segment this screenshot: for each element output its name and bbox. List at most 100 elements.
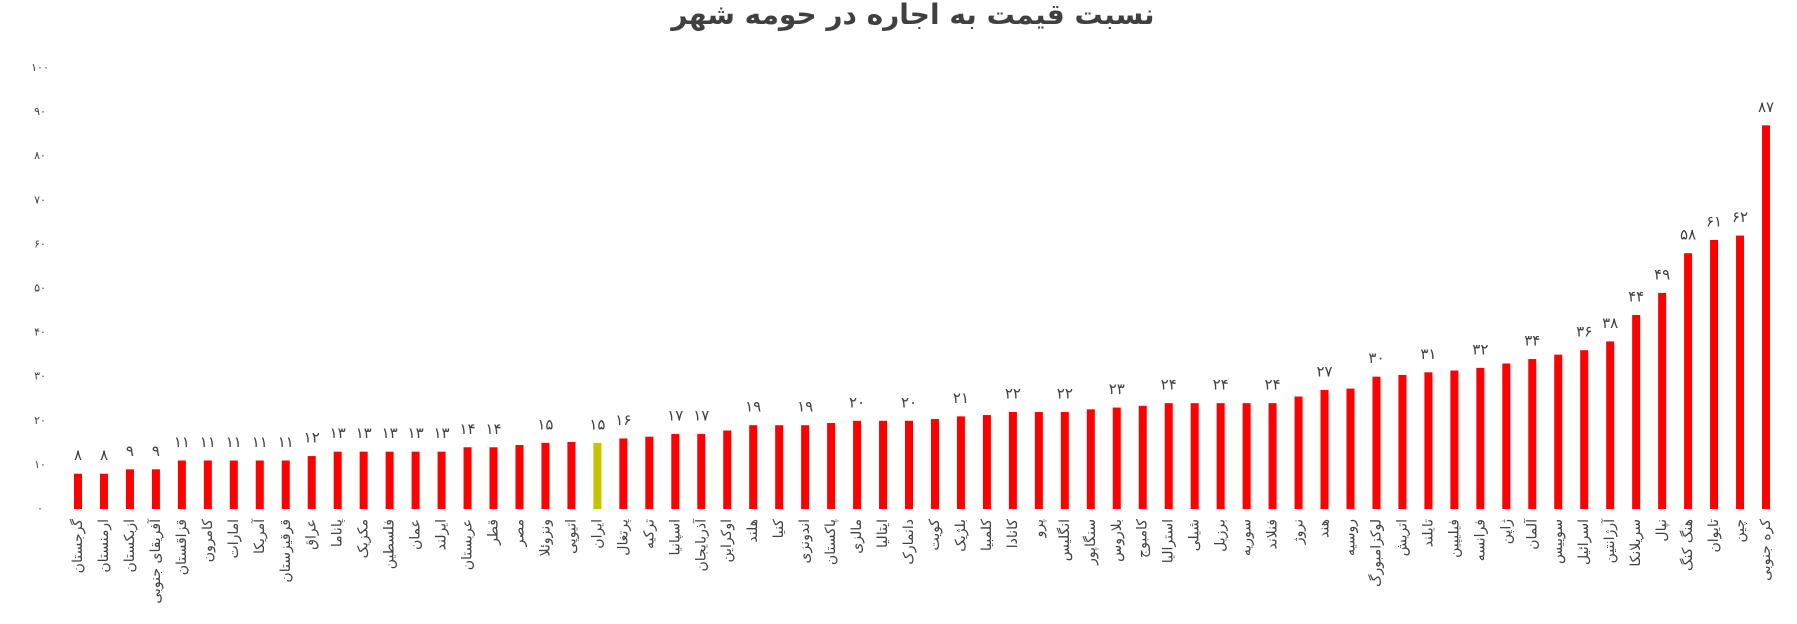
x-tick-label: گرجستان bbox=[69, 519, 86, 574]
data-label: ۳۰ bbox=[1368, 349, 1384, 367]
y-tick-label: ۰ bbox=[37, 502, 43, 515]
data-label: ۳۴ bbox=[1524, 332, 1540, 350]
x-tick-label: ایران bbox=[589, 519, 605, 549]
bar bbox=[1164, 403, 1173, 509]
bar bbox=[1346, 388, 1355, 509]
x-tick-label: تایوان bbox=[1706, 519, 1722, 553]
data-label: ۱۹ bbox=[797, 398, 813, 416]
bar bbox=[1060, 411, 1069, 509]
x-tick-label: قطر bbox=[486, 519, 502, 546]
x-tick-label: عمان bbox=[408, 519, 424, 550]
bar bbox=[1424, 372, 1433, 509]
bar bbox=[99, 473, 108, 509]
x-tick-label: ارمنستان bbox=[96, 519, 112, 573]
data-label: ۱۱ bbox=[226, 433, 242, 451]
x-tick-label: ایرلند bbox=[434, 519, 450, 550]
data-label: ۲۷ bbox=[1316, 362, 1332, 380]
bar bbox=[1684, 253, 1693, 509]
bar bbox=[333, 451, 342, 509]
x-tick-label: ونزوئلا bbox=[537, 519, 553, 556]
x-tick-label: فنلاند bbox=[1265, 519, 1281, 550]
data-label: ۱۱ bbox=[252, 433, 268, 451]
x-tick-label: روسیه bbox=[1342, 519, 1358, 556]
bar bbox=[619, 438, 628, 509]
data-label: ۳۸ bbox=[1602, 314, 1618, 332]
x-tick-label: فرانسه bbox=[1472, 519, 1488, 561]
y-tick-label: ۵۰ bbox=[34, 282, 46, 295]
data-label: ۲۲ bbox=[1057, 384, 1073, 402]
x-tick-label: اندونزی bbox=[797, 519, 813, 563]
x-tick-label: کانادا bbox=[1005, 519, 1021, 549]
bar bbox=[1216, 403, 1225, 509]
x-tick-label: بلژیک bbox=[953, 519, 969, 552]
data-label: ۳۱ bbox=[1420, 345, 1436, 363]
y-tick-label: ۸۰ bbox=[34, 149, 46, 162]
data-label: ۸ bbox=[74, 446, 82, 464]
x-tick-label: هنگ کنگ bbox=[1679, 519, 1696, 571]
bar bbox=[827, 423, 836, 509]
x-tick-label: اتیوپی bbox=[563, 519, 579, 554]
x-tick-label: آرژانتین bbox=[1601, 518, 1618, 563]
data-label: ۱۳ bbox=[356, 424, 372, 442]
y-tick-label: ۶۰ bbox=[34, 237, 46, 250]
bar bbox=[567, 441, 576, 509]
bar bbox=[515, 445, 524, 509]
bar bbox=[125, 469, 134, 509]
bar bbox=[1034, 411, 1043, 509]
x-tick-label: برزیل bbox=[1213, 519, 1229, 552]
x-tick-label: کامرون bbox=[200, 519, 216, 563]
data-label: ۸ bbox=[100, 446, 108, 464]
data-label: ۶۱ bbox=[1706, 212, 1722, 230]
x-tick-label: پاکستان bbox=[823, 519, 839, 565]
bar bbox=[1268, 403, 1277, 509]
x-tick-label: عراق bbox=[304, 519, 320, 550]
bar bbox=[1398, 374, 1407, 509]
bar bbox=[775, 425, 784, 509]
bar bbox=[1554, 354, 1563, 509]
y-tick-label: ۲۰ bbox=[34, 414, 46, 427]
data-label: ۲۱ bbox=[953, 389, 969, 407]
x-tick-label: پرو bbox=[1031, 519, 1047, 538]
bar bbox=[177, 460, 186, 509]
data-label: ۱۲ bbox=[304, 429, 320, 447]
x-tick-label: دانمارک bbox=[901, 519, 917, 565]
data-label: ۲۲ bbox=[1005, 384, 1021, 402]
bar bbox=[723, 430, 732, 509]
x-tick-label: سریلانکا bbox=[1628, 519, 1644, 567]
data-label: ۶۲ bbox=[1732, 208, 1748, 226]
bar bbox=[645, 436, 654, 509]
x-tick-label: کلمبیا bbox=[979, 519, 995, 551]
x-tick-label: لوکزامبورگ bbox=[1366, 519, 1384, 587]
data-label: ۳۲ bbox=[1472, 340, 1488, 358]
bar bbox=[1710, 239, 1719, 510]
x-tick-label: کنیا bbox=[771, 519, 787, 539]
bar bbox=[697, 434, 706, 509]
data-label: ۲۴ bbox=[1213, 376, 1229, 394]
bar bbox=[1138, 405, 1147, 509]
x-tick-label: فیلیپین bbox=[1446, 519, 1462, 558]
data-label: ۱۳ bbox=[330, 424, 346, 442]
bar bbox=[1008, 411, 1017, 509]
data-label: ۲۴ bbox=[1265, 376, 1281, 394]
x-tick-label: اوکراین bbox=[719, 519, 735, 562]
data-label: ۴۹ bbox=[1654, 265, 1670, 283]
x-tick-label: آذربایجان bbox=[692, 518, 709, 572]
data-label: ۱۳ bbox=[382, 424, 398, 442]
x-tick-label: آمریکا bbox=[251, 518, 268, 554]
data-label: ۱۳ bbox=[434, 424, 450, 442]
x-tick-label: مصر bbox=[511, 519, 527, 547]
bar bbox=[151, 469, 160, 509]
x-tick-label: اسرائیل bbox=[1576, 519, 1592, 565]
x-tick-label: قرقیزستان bbox=[278, 519, 294, 583]
data-label: ۱۱ bbox=[278, 433, 294, 451]
bar bbox=[541, 442, 550, 509]
data-label: ۱۱ bbox=[174, 433, 190, 451]
x-tick-label: تایلند bbox=[1420, 519, 1436, 547]
x-tick-label: بلاروس bbox=[1109, 519, 1125, 562]
bar bbox=[956, 416, 965, 509]
x-tick-label: فلسطین bbox=[382, 519, 398, 569]
x-tick-label: سنگاپور bbox=[1082, 519, 1099, 566]
data-label: ۹ bbox=[152, 442, 160, 460]
data-label: ۱۷ bbox=[693, 407, 709, 425]
